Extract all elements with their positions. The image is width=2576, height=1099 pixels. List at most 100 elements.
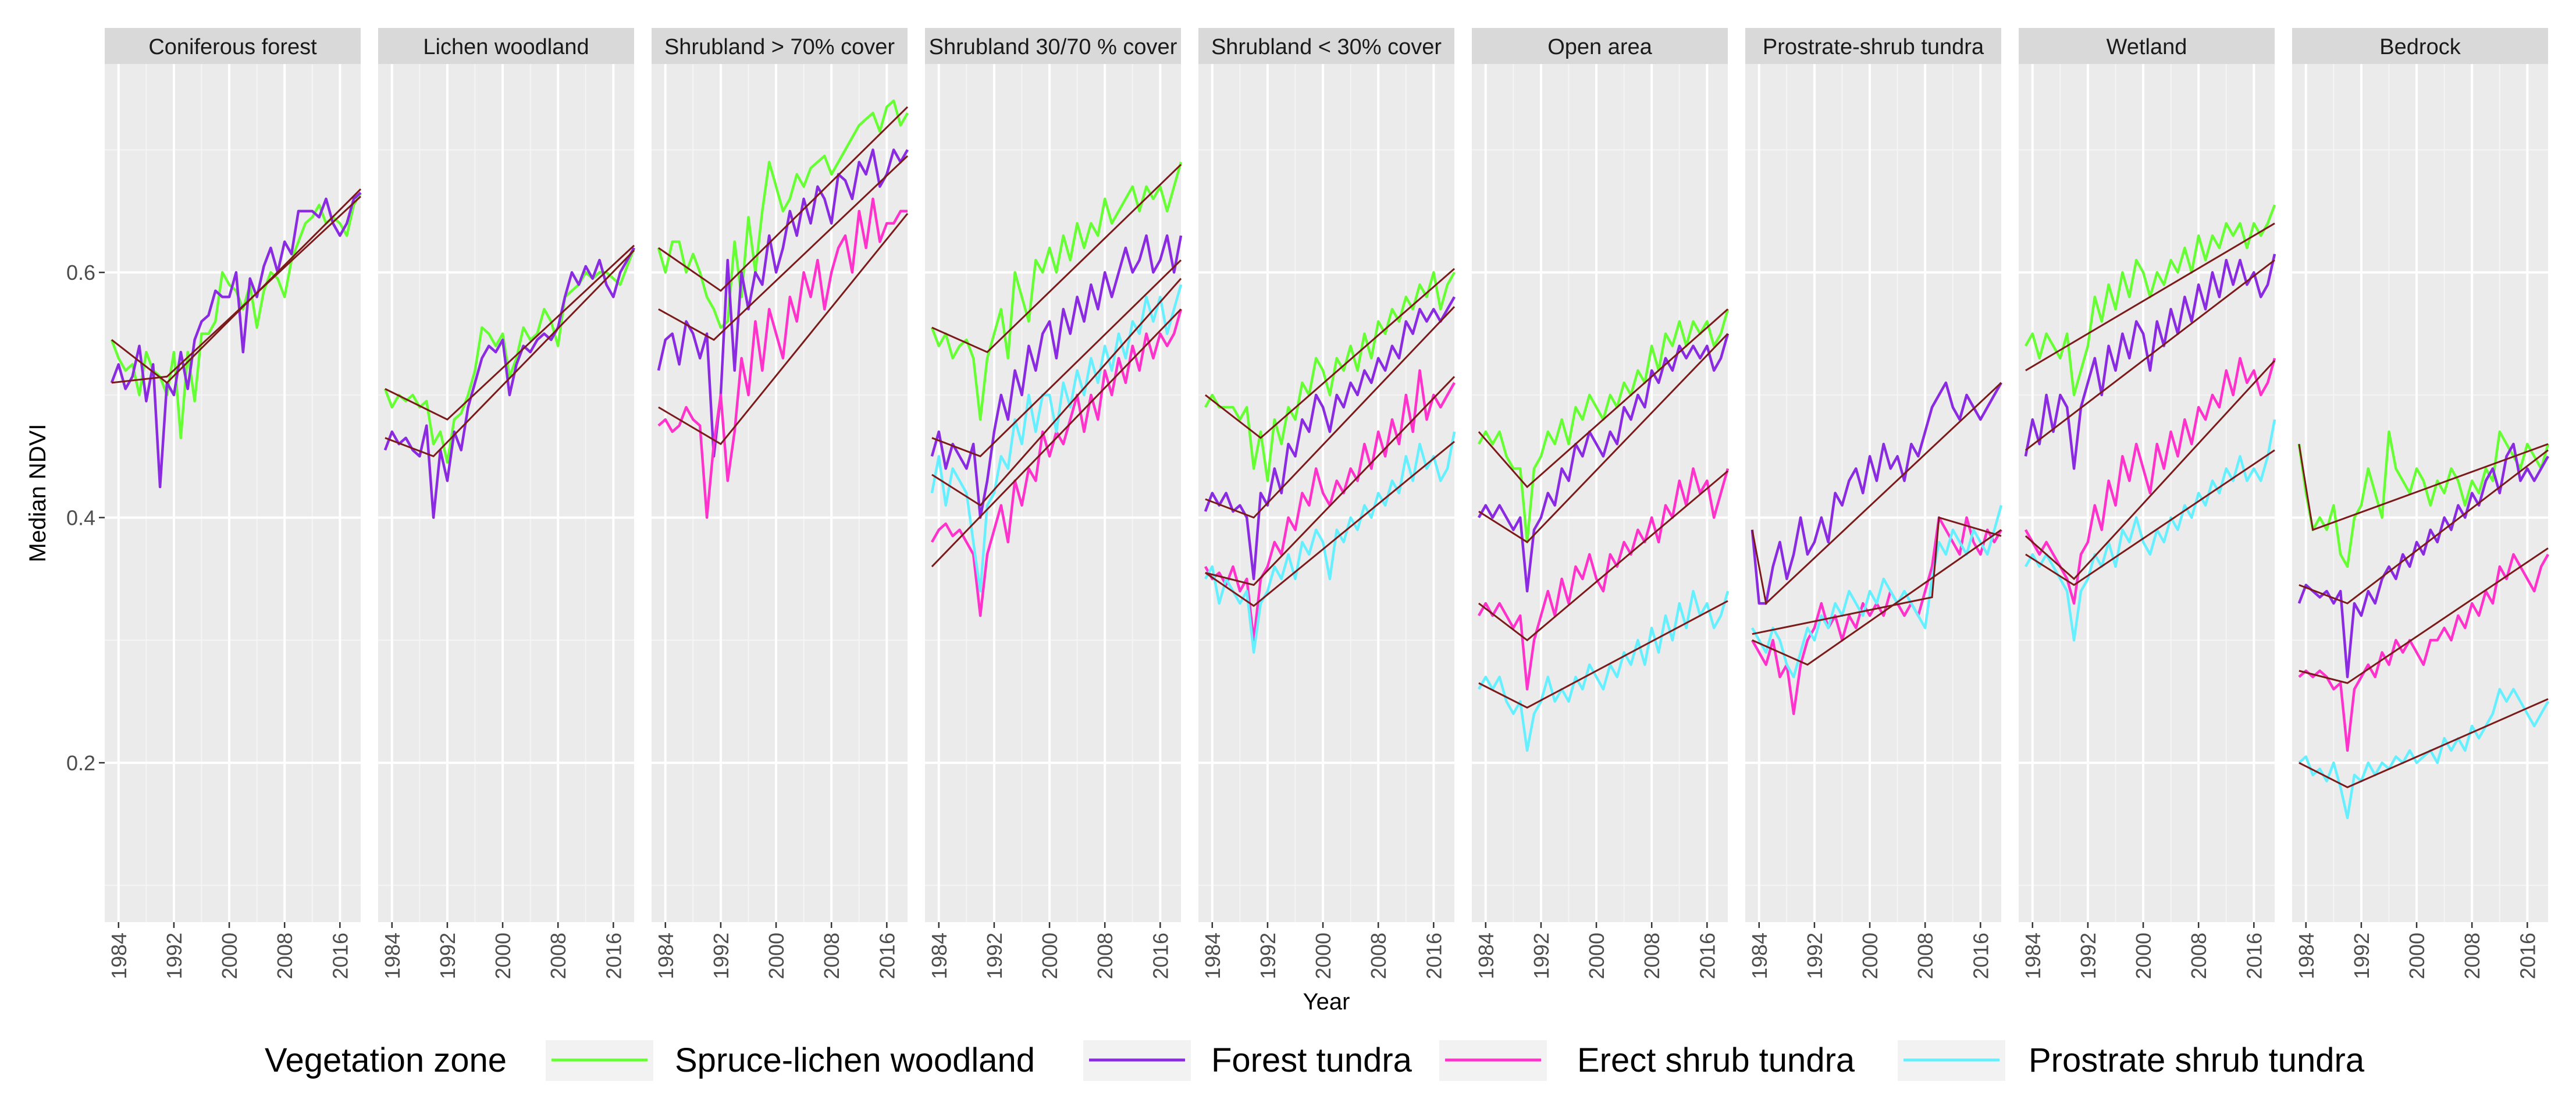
x-tick-label: 2016 xyxy=(1969,933,1993,979)
trend-line xyxy=(1205,306,1456,519)
facet-strip xyxy=(652,28,908,64)
x-tick-label: 1984 xyxy=(1748,933,1771,979)
series-line-prostrate-shrub-tundra xyxy=(1477,589,1730,752)
facet-title: Prostrate-shrub tundra xyxy=(1763,35,1984,59)
series-line-spruce-lichen-woodland xyxy=(930,161,1183,421)
x-tick-label: 2008 xyxy=(2187,933,2211,979)
legend-title: Vegetation zone xyxy=(265,1041,507,1079)
trend-line xyxy=(2299,449,2549,604)
legend: Vegetation zone Spruce-lichen woodland For… xyxy=(265,1040,2365,1081)
trend-line xyxy=(2024,259,2275,451)
x-tick-label: 1984 xyxy=(2021,933,2045,979)
x-tick-label: 1984 xyxy=(2294,933,2318,979)
x-tick-label: 1992 xyxy=(983,933,1006,979)
trend-line xyxy=(2299,698,2549,788)
series-line-prostrate-shrub-tundra xyxy=(2024,419,2276,642)
legend-label: Erect shrub tundra xyxy=(1577,1041,1855,1079)
trend-line xyxy=(1752,529,2002,666)
panel-background xyxy=(652,64,908,922)
x-tick-label: 2000 xyxy=(491,933,515,979)
panel-4: Shrubland 30/70 % cover 1984 1992 2000 2008 2… xyxy=(925,28,1183,979)
trend-line xyxy=(931,259,1182,458)
series-line-erect-shrub-tundra xyxy=(2298,553,2549,752)
trend-line xyxy=(658,155,909,341)
x-tick-label: 1992 xyxy=(709,933,733,979)
series-line-prostrate-shrub-tundra xyxy=(1204,431,1456,654)
trend-line xyxy=(111,188,362,384)
trend-line xyxy=(2024,360,2276,581)
x-axis-title: Year xyxy=(1303,989,1350,1015)
x-tick-label: 1992 xyxy=(436,933,460,979)
trend-line xyxy=(2298,443,2549,531)
x-tick-label: 2008 xyxy=(273,933,297,979)
x-tick-label: 2016 xyxy=(2242,933,2266,979)
legend-label: Prostrate shrub tundra xyxy=(2029,1041,2365,1079)
panel-background xyxy=(1472,64,1728,922)
panel-9: Bedrock 1984 1992 2000 2008 2016 xyxy=(2292,28,2550,979)
series-line-forest-tundra xyxy=(110,191,362,489)
x-tick-label: 1984 xyxy=(927,933,951,979)
x-tick-label: 1984 xyxy=(380,933,404,979)
y-tick-label: 0.2 xyxy=(66,751,95,775)
series-line-erect-shrub-tundra xyxy=(657,197,908,519)
trend-line xyxy=(1478,600,1728,709)
panel-5: Shrubland < 30% cover 1984 1992 2000 2008 201… xyxy=(1198,28,1456,979)
series-line-spruce-lichen-woodland xyxy=(657,99,909,329)
facet-strip xyxy=(1198,28,1454,64)
series-line-forest-tundra xyxy=(1477,333,1730,593)
panel-background xyxy=(105,64,361,922)
x-tick-label: 2000 xyxy=(1311,933,1335,979)
y-axis-title: Median NDVI xyxy=(25,424,51,563)
trend-line xyxy=(385,244,635,421)
series-line-forest-tundra xyxy=(657,148,909,458)
series-line-erect-shrub-tundra xyxy=(2024,357,2276,605)
series-line-prostrate-shrub-tundra xyxy=(2298,688,2549,820)
x-tick-label: 2016 xyxy=(1148,933,1172,979)
series-line-forest-tundra xyxy=(1204,296,1456,581)
x-tick-label: 2000 xyxy=(764,933,788,979)
x-tick-label: 2000 xyxy=(1038,933,1062,979)
facet-title: Shrubland < 30% cover xyxy=(1211,35,1442,59)
series-line-forest-tundra xyxy=(2024,254,2276,470)
x-tick-label: 2000 xyxy=(1858,933,1882,979)
series-line-forest-tundra xyxy=(930,234,1183,519)
x-tick-label: 2000 xyxy=(2405,933,2429,979)
panel-6: Open area 1984 1992 2000 2008 2016 xyxy=(1472,28,1730,979)
x-tick-label: 1992 xyxy=(1529,933,1553,979)
trend-line xyxy=(931,278,1182,507)
x-tick-label: 1992 xyxy=(162,933,186,979)
y-tick-label: 0.4 xyxy=(66,506,95,530)
facet-strip xyxy=(1745,28,2001,64)
panel-background xyxy=(2292,64,2548,922)
trend-line xyxy=(2299,547,2549,684)
legend-label: Forest tundra xyxy=(1211,1041,1412,1079)
panel-background xyxy=(1745,64,2001,922)
x-tick-label: 2000 xyxy=(2132,933,2155,979)
trend-line xyxy=(1204,268,1455,439)
series-line-spruce-lichen-woodland xyxy=(2297,430,2550,568)
facet-strip xyxy=(105,28,361,64)
x-tick-label: 2016 xyxy=(2515,933,2539,979)
series-line-prostrate-shrub-tundra xyxy=(930,284,1183,593)
facet-strip xyxy=(2292,28,2548,64)
y-tick-label: 0.6 xyxy=(66,261,95,284)
x-tick-label: 2016 xyxy=(602,933,625,979)
x-tick-label: 2008 xyxy=(820,933,844,979)
series-line-forest-tundra xyxy=(383,247,635,519)
trend-line xyxy=(658,106,909,292)
trend-line xyxy=(1752,516,2002,635)
panel-2: Lichen woodland 1984 1992 2000 2008 2016 xyxy=(378,28,636,979)
trend-line xyxy=(1205,440,1455,607)
x-tick-label: 2008 xyxy=(1640,933,1664,979)
panel-background xyxy=(2019,64,2275,922)
trend-line xyxy=(1478,333,1729,543)
x-tick-label: 2008 xyxy=(546,933,570,979)
legend-label: Spruce-lichen woodland xyxy=(675,1041,1035,1079)
panel-8: Wetland 1984 1992 2000 2008 2016 xyxy=(2019,28,2276,979)
facet-title: Open area xyxy=(1547,35,1652,59)
x-tick-label: 2008 xyxy=(1913,933,1937,979)
x-tick-label: 2008 xyxy=(1093,933,1117,979)
x-tick-label: 1992 xyxy=(1256,933,1280,979)
x-tick-label: 1984 xyxy=(107,933,131,979)
